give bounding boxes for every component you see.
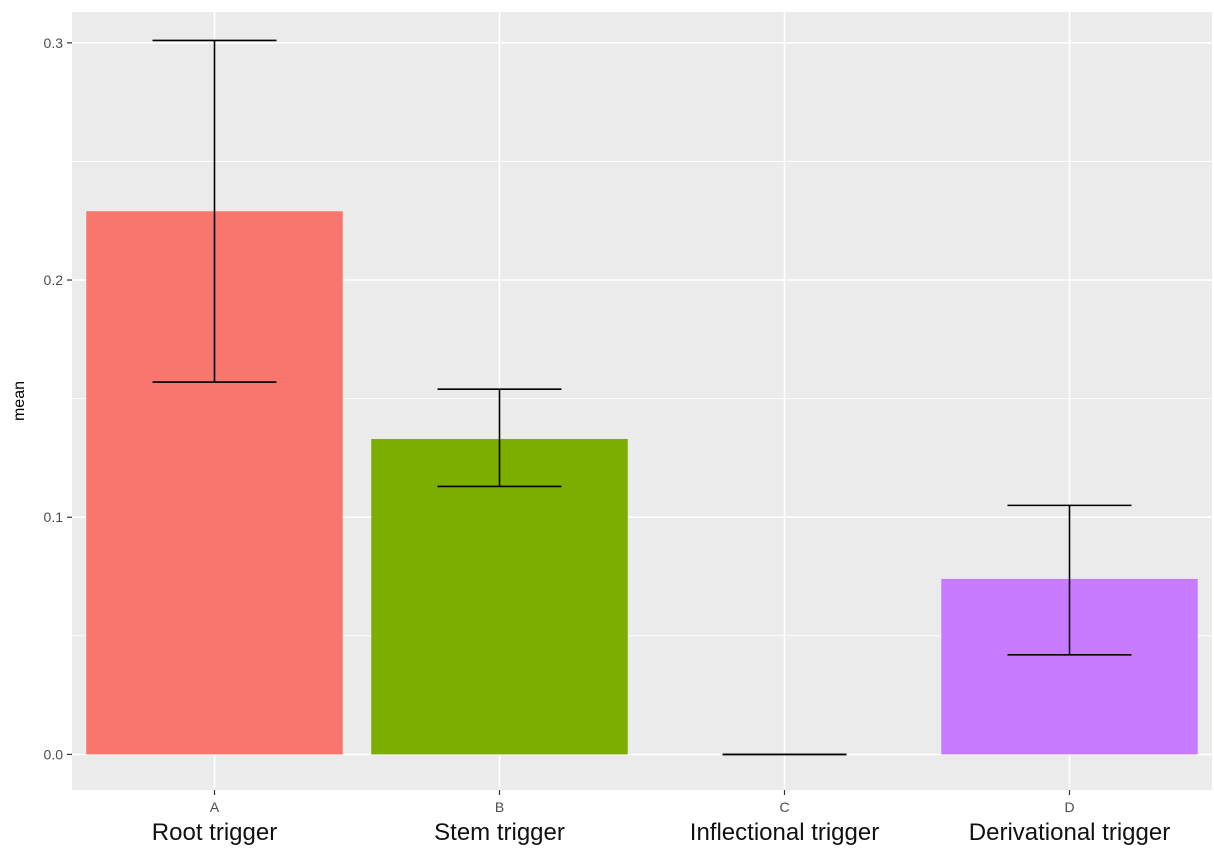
y-tick-label: 0.1 [44,509,64,525]
category-name-label: Root trigger [152,819,277,846]
category-name-label: Derivational trigger [969,819,1170,846]
x-tick-label: B [495,799,504,815]
y-tick-label: 0.0 [44,746,64,762]
error-bars [152,39,1132,756]
x-tick-label: A [210,799,220,815]
error-bar-a [152,39,277,383]
x-tick-label: D [1064,799,1074,815]
y-axis-ticks: 0.0 0.1 0.2 0.3 [44,35,72,762]
bar-b [371,438,628,755]
y-tick-label: 0.3 [44,35,64,51]
error-bar-b [437,388,562,488]
x-axis-ticks: A Root trigger B Stem trigger C Inflectional … [152,790,1170,846]
bars [86,211,1198,755]
y-tick-label: 0.2 [44,272,64,288]
error-bar-d [1007,504,1132,656]
x-tick-label: C [779,799,789,815]
category-name-label: Stem trigger [434,819,565,846]
category-name-label: Inflectional trigger [690,819,879,846]
y-axis-title: mean [11,381,28,421]
